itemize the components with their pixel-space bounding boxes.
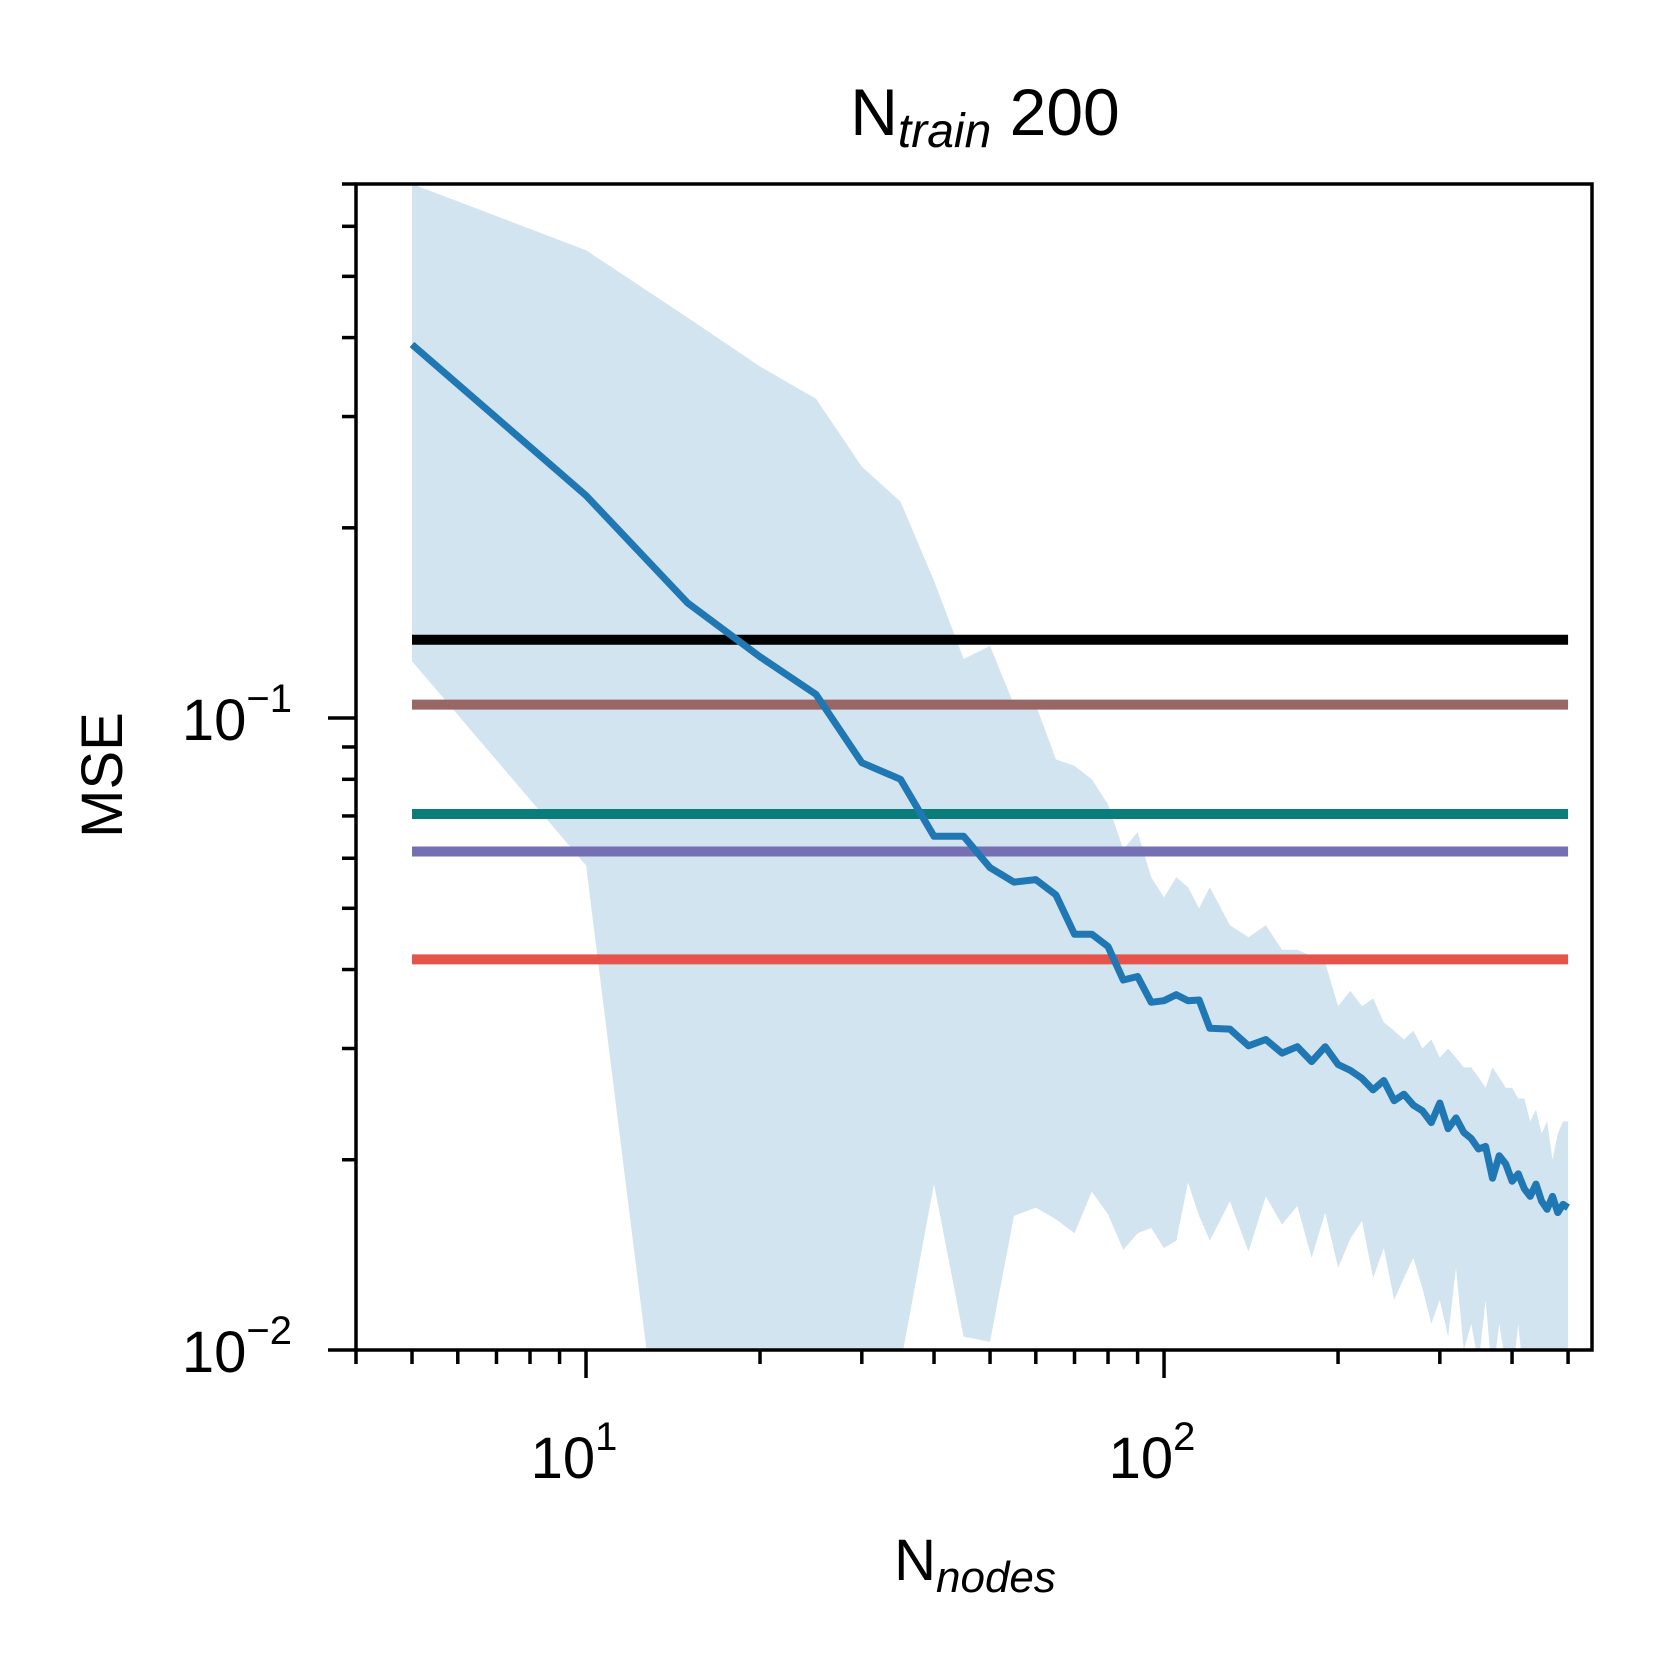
x-axis-ticks: 101 102 [354,1350,1570,1491]
y-tick-label-1: 10−2 [182,1309,292,1385]
chart-title-base: N [850,75,898,149]
y-axis-label: MSE [70,712,135,838]
x-axis-label-base: N [894,1528,936,1593]
x-tick-label-0: 101 [531,1415,618,1491]
series-0-band [412,184,1569,1350]
chart-title-rest: 200 [991,75,1119,149]
y-tick-label-0: 10−1 [182,677,292,753]
series-0-line [409,341,1570,1217]
x-axis-label-sub: nodes [936,1553,1056,1602]
chart-title-sub: train [898,105,991,158]
plot-frame [354,182,1594,1352]
plot-clip-group [409,184,1570,1350]
plot-area [354,182,1594,1352]
chart-title: Ntrain 200 [850,75,1120,158]
x-axis-label: Nnodes [894,1528,1056,1602]
y-axis-ticks: 10−1 10−2 [182,182,356,1385]
x-tick-label-1: 102 [1109,1415,1196,1491]
